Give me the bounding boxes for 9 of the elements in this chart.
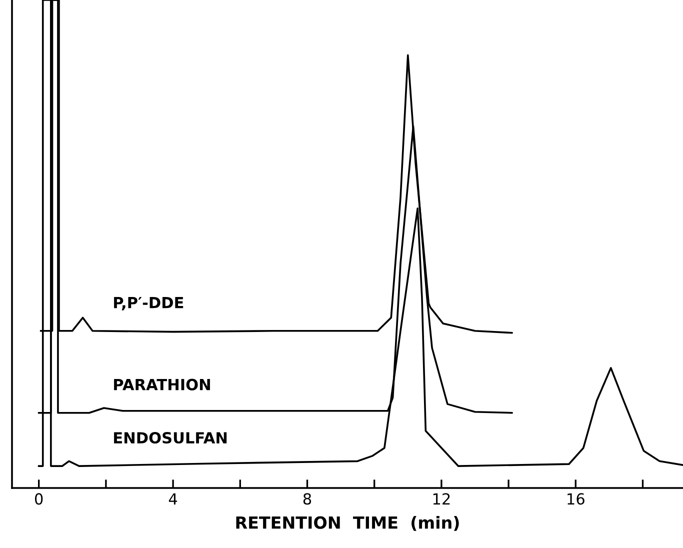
x-tick-label: 16 [568,493,584,505]
x-tick-label: 12 [433,493,450,504]
series-label: ENDOSULFAN [114,432,227,444]
x-tick-label: 8 [303,493,312,505]
series-label: PARATHION [114,378,210,390]
x-tick-label: 4 [168,493,178,504]
series-label: P,P′-DDE [114,297,184,310]
x-axis-title: RETENTION TIME (min) [236,516,459,531]
x-tick-label: 0 [34,493,43,505]
